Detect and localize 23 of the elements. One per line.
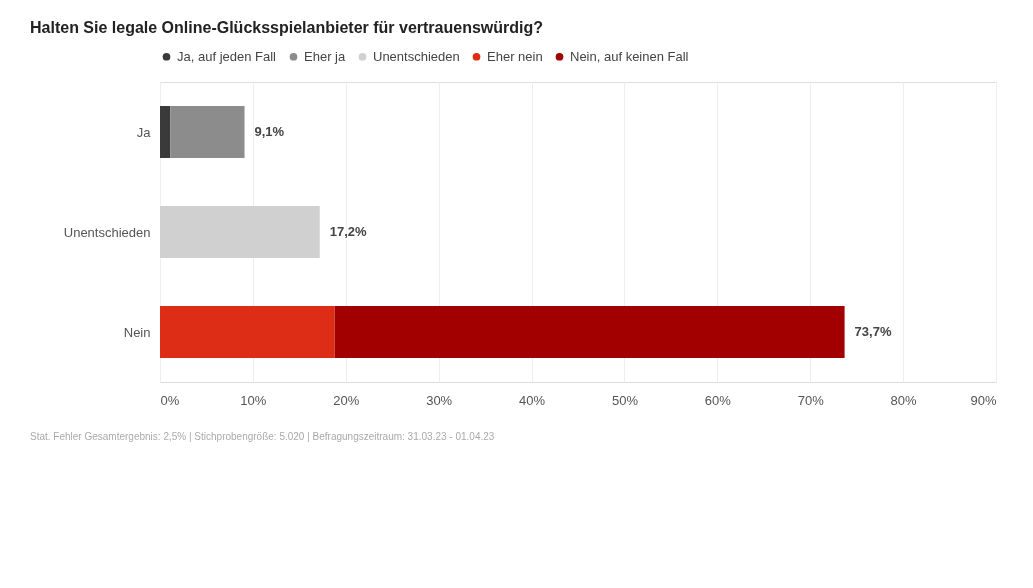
x-tick-label: 0% [160, 392, 180, 408]
legend-label: Eher nein [487, 48, 543, 64]
legend-label: Unentschieden [373, 48, 460, 64]
total-label: 9,1% [254, 124, 285, 139]
y-tick-label: Ja [136, 124, 152, 140]
y-tick-label: Unentschieden [63, 224, 151, 240]
x-tick-label: 80% [890, 392, 918, 408]
legend-label: Nein, auf keinen Fall [570, 48, 689, 64]
x-tick-label: 90% [970, 392, 997, 408]
text: Stat. Fehler Gesamtergebnis: 2,5% | Stichprobengröße: 5.020 | Befragungszeitraum: 31.03.23 - 01.04.23 [30, 431, 495, 442]
legend-label: Ja, auf jeden Fall [177, 48, 277, 64]
x-tick-label: 60% [704, 392, 732, 408]
y-tick-label: Nein [123, 324, 151, 340]
x-tick-label: 40% [519, 392, 546, 408]
total-label: 17,2% [329, 224, 368, 239]
x-tick-label: 30% [426, 392, 453, 408]
x-tick-label: 50% [611, 392, 639, 408]
x-tick-label: 10% [240, 392, 267, 408]
total-label: 73,7% [854, 324, 892, 339]
x-tick-label: 70% [797, 392, 825, 408]
legend-label: Eher ja [304, 48, 346, 64]
chart-title: Halten Sie legale Online-Glücksspielanbieter für vertrauenswürdig? [30, 19, 544, 36]
x-tick-label: 20% [333, 392, 360, 408]
